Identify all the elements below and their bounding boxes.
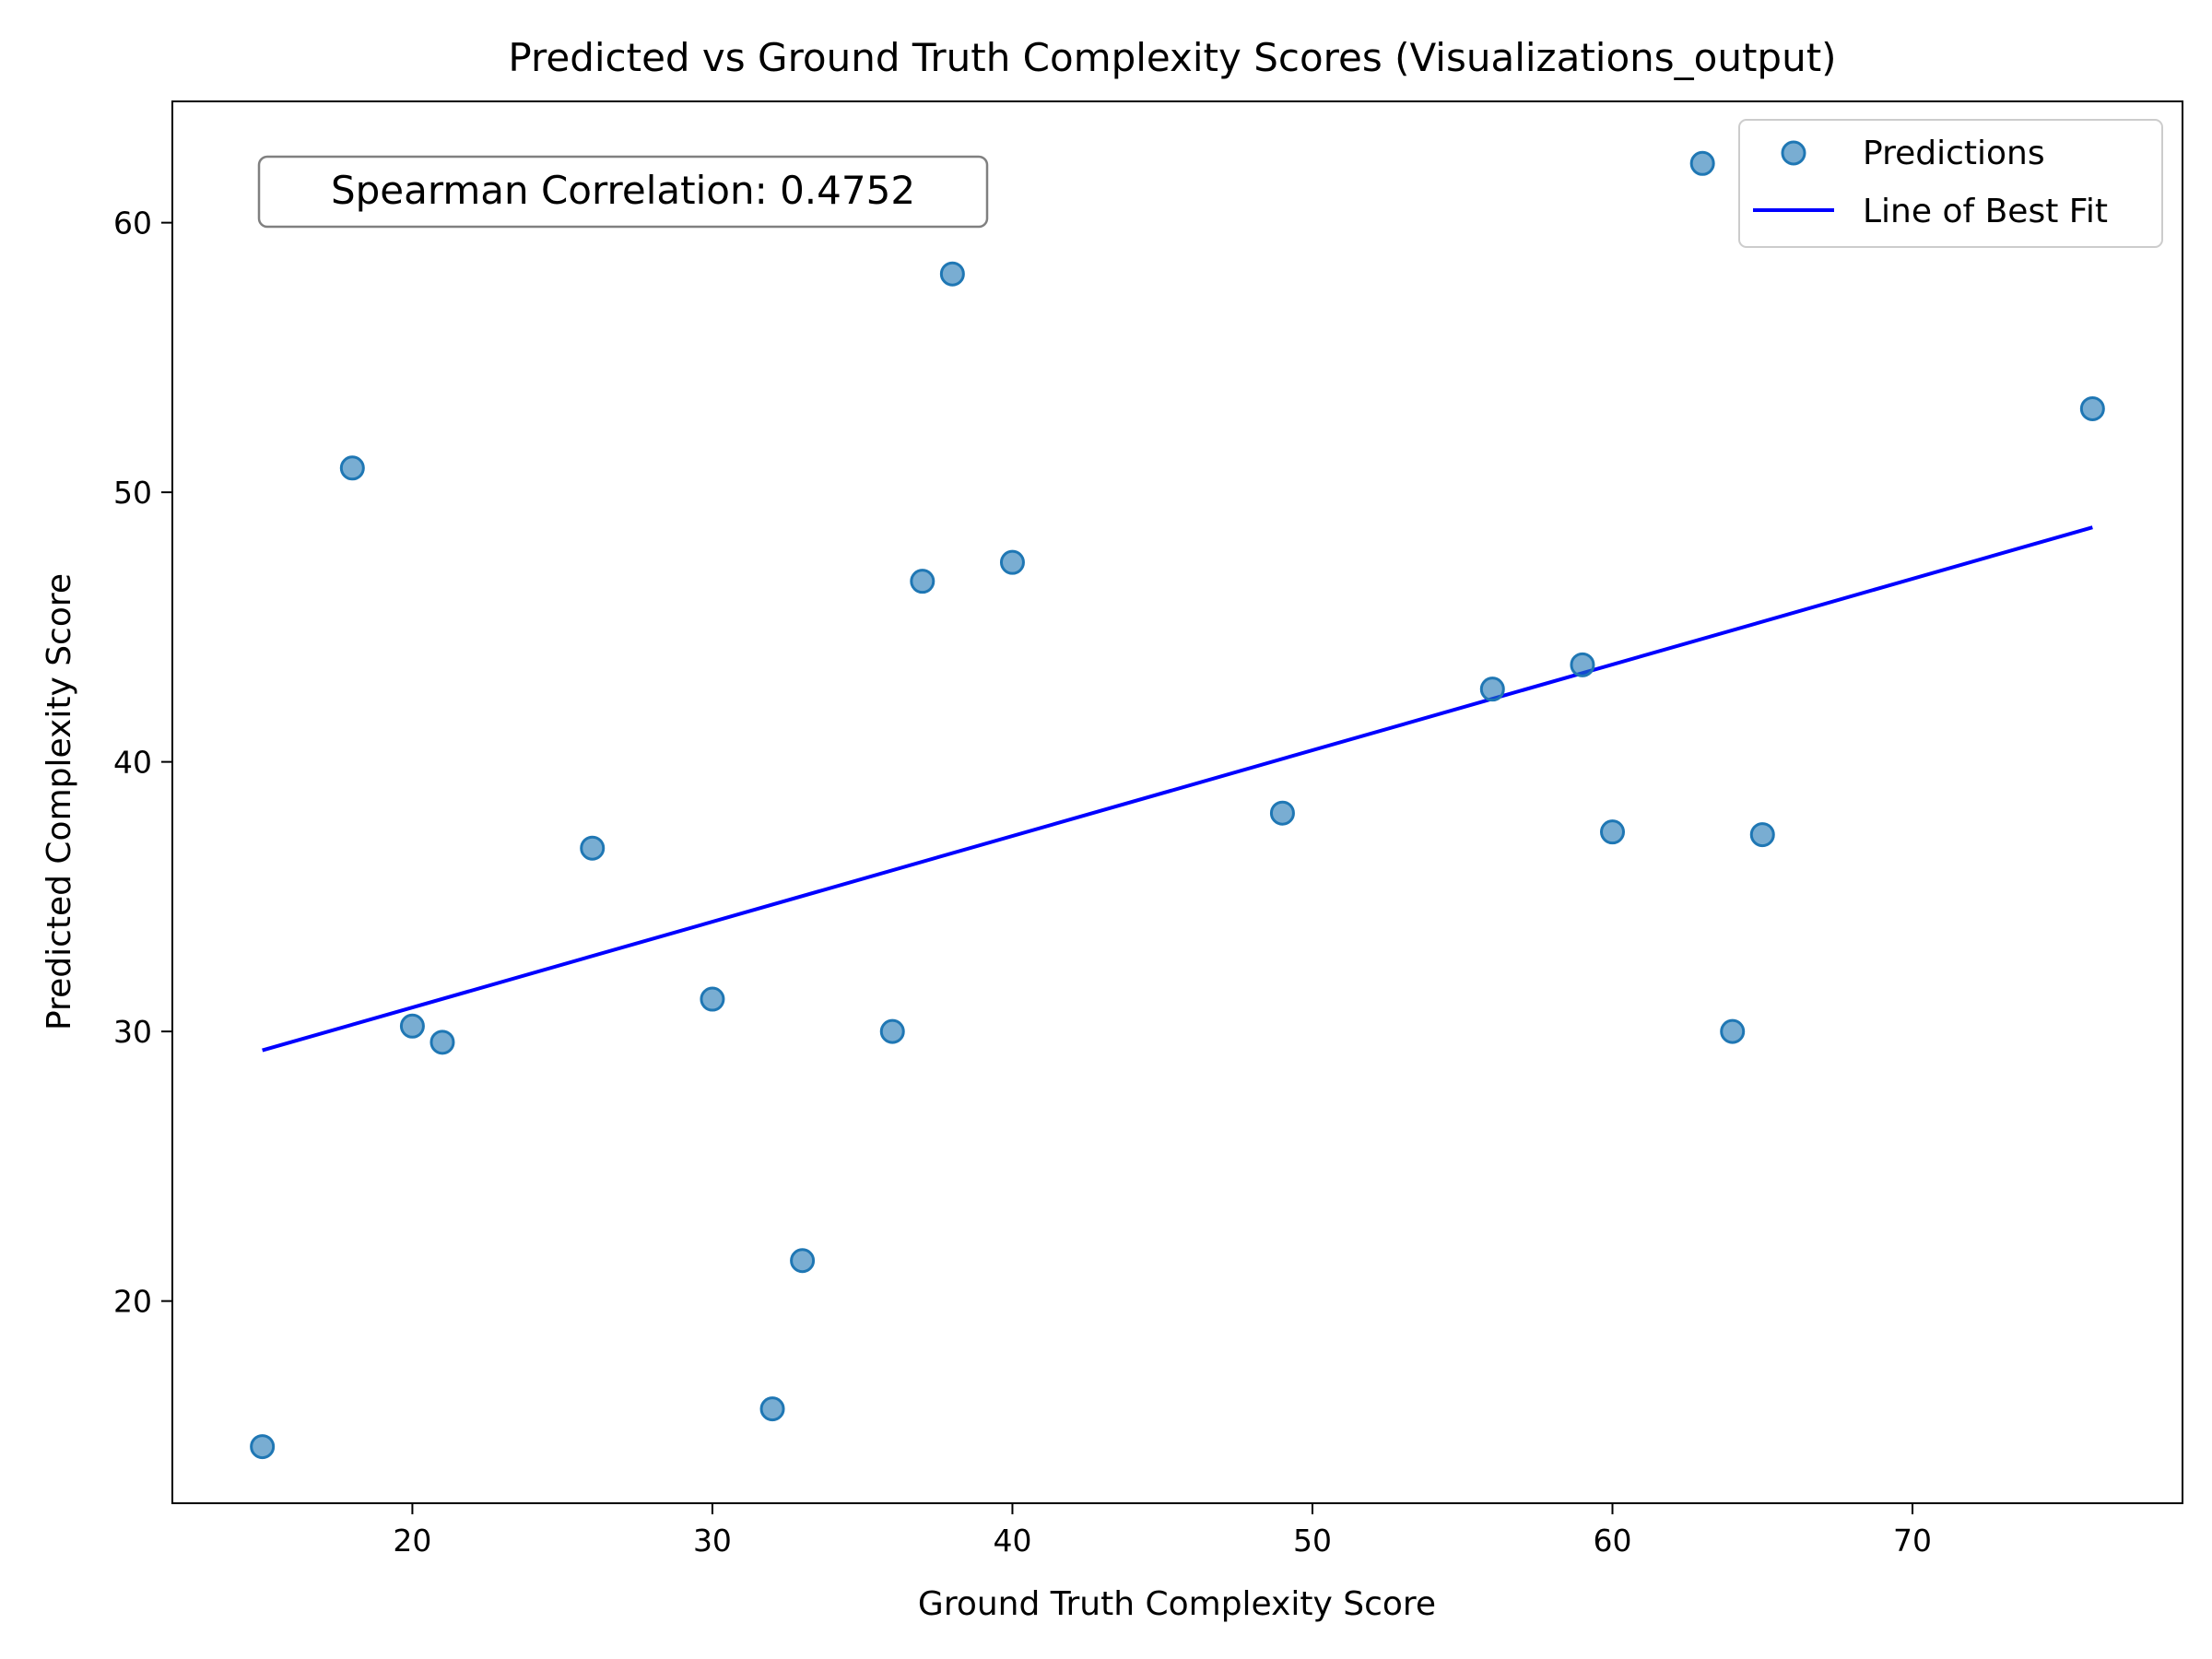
legend-marker-predictions [1781, 140, 1806, 166]
plot-frame [171, 100, 2183, 1504]
scatter-point [1570, 652, 1595, 677]
scatter-point [700, 986, 725, 1012]
x-tick-label: 40 [993, 1523, 1031, 1559]
plot-marks [250, 150, 2105, 1460]
scatter-point [1479, 677, 1505, 702]
scatter-point [790, 1248, 816, 1274]
legend-frame [1738, 119, 2163, 248]
legend-label-predictions: Predictions [1863, 135, 2045, 172]
annotation-box: Spearman Correlation: 0.4752 [257, 155, 989, 229]
y-tick-label: 50 [113, 475, 152, 511]
y-tick-label: 60 [113, 206, 152, 241]
scatter-point [339, 455, 365, 481]
scatter-point [250, 1434, 276, 1460]
x-tick-label: 20 [393, 1523, 431, 1559]
scatter-point [2079, 395, 2105, 421]
chart-title: Predicted vs Ground Truth Complexity Sco… [508, 35, 1836, 80]
scatter-point [939, 261, 965, 287]
scatter-point [1749, 822, 1775, 848]
scatter-point [759, 1396, 785, 1422]
legend: Predictions Line of Best Fit [1738, 119, 2163, 248]
spearman-annotation: Spearman Correlation: 0.4752 [331, 168, 915, 213]
x-tick-label: 50 [1293, 1523, 1332, 1559]
scatter-point [1600, 819, 1626, 845]
x-tick-label: 70 [1893, 1523, 1932, 1559]
y-tick-label: 30 [113, 1014, 152, 1050]
scatter-point [999, 549, 1025, 575]
y-axis-label: Predicted Complexity Score [41, 573, 78, 1030]
scatter-point [399, 1013, 425, 1039]
x-axis-label: Ground Truth Complexity Score [918, 1585, 1436, 1623]
x-tick-label: 30 [693, 1523, 732, 1559]
scatter-point [1269, 800, 1295, 826]
legend-label-best-fit: Line of Best Fit [1863, 193, 2108, 230]
best-fit-line [262, 525, 2093, 1053]
scatter-point [1689, 150, 1715, 176]
scatter-point [580, 835, 606, 861]
scatter-point [429, 1030, 455, 1055]
annotation-frame [257, 155, 989, 229]
axes: 20 30 40 50 60 70 20 30 40 50 60 [113, 206, 1932, 1559]
y-tick-label: 20 [113, 1284, 152, 1320]
x-tick-label: 60 [1594, 1523, 1632, 1559]
scatter-point [1720, 1018, 1746, 1044]
y-tick-label: 40 [113, 745, 152, 781]
scatter-point [910, 569, 935, 594]
scatter-point [879, 1018, 905, 1044]
